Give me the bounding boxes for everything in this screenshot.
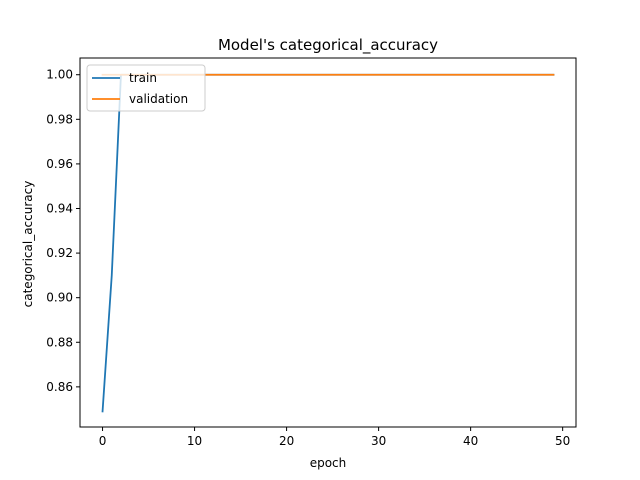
y-axis: 0.86 0.88 0.90 0.92 0.94 0.96 0.98 1.00 — [46, 68, 80, 394]
x-tick-label: 20 — [279, 434, 294, 448]
y-tick-label: 1.00 — [46, 68, 73, 82]
plot-area — [79, 57, 577, 428]
plot-frame — [80, 58, 576, 427]
x-axis-label: epoch — [310, 456, 347, 470]
y-tick-label: 0.96 — [46, 157, 73, 171]
y-tick-label: 0.90 — [46, 291, 73, 305]
x-tick-label: 30 — [371, 434, 386, 448]
plot-border — [79, 57, 577, 428]
legend-label-validation: validation — [129, 92, 188, 106]
y-tick-label: 0.88 — [46, 335, 73, 349]
x-tick-label: 50 — [555, 434, 570, 448]
y-tick-label: 0.94 — [46, 201, 73, 215]
legend-label-train: train — [129, 71, 157, 85]
legend: train validation — [86, 64, 206, 112]
y-tick-label: 0.98 — [46, 112, 73, 126]
x-tick-label: 0 — [99, 434, 107, 448]
chart-title: Model's categorical_accuracy — [218, 36, 438, 55]
x-tick-label: 40 — [463, 434, 478, 448]
y-tick-label: 0.86 — [46, 380, 73, 394]
x-tick-label: 10 — [187, 434, 202, 448]
y-tick-label: 0.92 — [46, 246, 73, 260]
y-axis-label: categorical_accuracy — [21, 181, 35, 308]
x-axis: 0 10 20 30 40 50 — [99, 427, 570, 448]
